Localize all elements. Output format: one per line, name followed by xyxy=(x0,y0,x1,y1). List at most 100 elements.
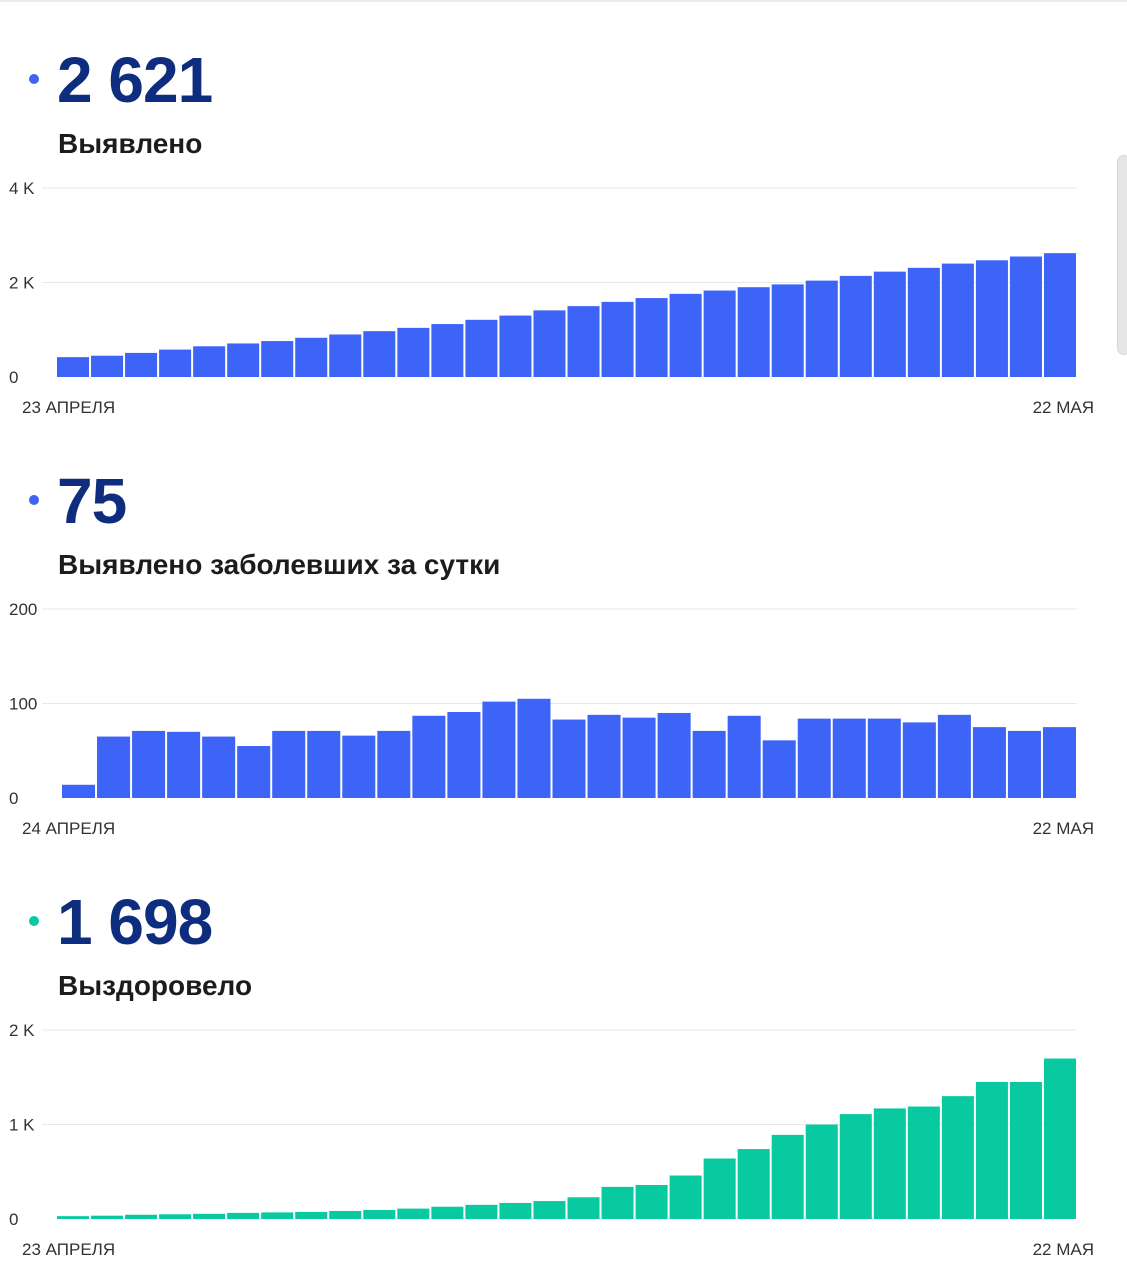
bar[interactable] xyxy=(97,736,131,798)
bar[interactable] xyxy=(657,712,691,798)
bar[interactable] xyxy=(465,1204,498,1219)
bar[interactable] xyxy=(1007,730,1041,798)
bar[interactable] xyxy=(412,715,446,798)
bar[interactable] xyxy=(669,293,702,377)
bar[interactable] xyxy=(159,1214,192,1219)
bar[interactable] xyxy=(397,327,430,377)
bar[interactable] xyxy=(237,746,271,798)
bar[interactable] xyxy=(552,719,586,798)
bar[interactable] xyxy=(737,287,770,377)
panel-recovered: 1 698 Выздоровело 0 1 K 2 K 23 АПРЕЛЯ 22 МАЯ xyxy=(0,842,1127,1262)
headline-label: Выявлено xyxy=(58,128,203,159)
bar[interactable] xyxy=(132,730,166,798)
bar[interactable] xyxy=(867,718,901,798)
headline-label: Выздоровело xyxy=(58,970,253,1001)
headline-label: Выявлено заболевших за сутки xyxy=(58,549,501,580)
bar[interactable] xyxy=(363,1210,396,1219)
bar[interactable] xyxy=(465,319,498,377)
bar[interactable] xyxy=(902,722,936,798)
bar[interactable] xyxy=(91,1215,124,1219)
bar[interactable] xyxy=(295,337,328,377)
bar[interactable] xyxy=(125,352,158,377)
bar[interactable] xyxy=(567,306,600,377)
bar[interactable] xyxy=(62,784,96,798)
bar[interactable] xyxy=(227,1212,260,1219)
y-tick-label: 100 xyxy=(9,695,37,714)
bar[interactable] xyxy=(342,735,376,798)
scrollbar-thumb[interactable] xyxy=(1117,155,1127,355)
series-dot xyxy=(29,495,39,505)
bar[interactable] xyxy=(202,736,236,798)
x-start-label: 23 АПРЕЛЯ xyxy=(22,398,115,417)
bar[interactable] xyxy=(329,1210,362,1219)
bar[interactable] xyxy=(727,715,761,798)
bar[interactable] xyxy=(839,275,872,377)
bar[interactable] xyxy=(363,331,396,377)
bar[interactable] xyxy=(517,698,551,798)
bar[interactable] xyxy=(907,267,940,377)
bar[interactable] xyxy=(125,1214,158,1219)
bar[interactable] xyxy=(797,718,831,798)
bar[interactable] xyxy=(329,334,362,377)
bar[interactable] xyxy=(1043,253,1076,377)
y-tick-label: 0 xyxy=(9,368,18,387)
bar[interactable] xyxy=(272,730,306,798)
bar[interactable] xyxy=(601,1186,634,1219)
panel-detected-daily: 75 Выявлено заболевших за сутки 0 100 200 2… xyxy=(0,421,1127,841)
bar[interactable] xyxy=(193,1213,226,1219)
bar[interactable] xyxy=(533,310,566,377)
bar[interactable] xyxy=(972,727,1006,798)
bar[interactable] xyxy=(622,717,656,798)
bar[interactable] xyxy=(159,349,192,377)
bar[interactable] xyxy=(91,355,124,377)
bar[interactable] xyxy=(635,298,668,377)
bar[interactable] xyxy=(692,730,726,798)
bar[interactable] xyxy=(397,1208,430,1219)
bar[interactable] xyxy=(937,714,971,798)
bar[interactable] xyxy=(431,324,464,377)
bar[interactable] xyxy=(635,1184,668,1219)
bar[interactable] xyxy=(762,740,796,798)
bar[interactable] xyxy=(227,343,260,377)
bar[interactable] xyxy=(975,1081,1008,1219)
bar[interactable] xyxy=(307,730,341,798)
panel-detected-total: 2 621 Выявлено 0 2 K 4 K 23 АПРЕЛЯ 22 МАЯ xyxy=(0,0,1127,420)
bar[interactable] xyxy=(482,701,516,798)
bar[interactable] xyxy=(57,1216,90,1219)
bar[interactable] xyxy=(431,1206,464,1219)
bar[interactable] xyxy=(447,712,481,798)
bar[interactable] xyxy=(567,1197,600,1219)
bar[interactable] xyxy=(805,1124,838,1220)
bar[interactable] xyxy=(805,280,838,377)
bar[interactable] xyxy=(1042,727,1076,798)
bar[interactable] xyxy=(873,1108,906,1219)
bar[interactable] xyxy=(167,731,201,798)
bar[interactable] xyxy=(601,301,634,377)
bar[interactable] xyxy=(873,271,906,377)
bar[interactable] xyxy=(1043,1058,1076,1219)
bar[interactable] xyxy=(832,718,866,798)
bar[interactable] xyxy=(533,1201,566,1219)
bar[interactable] xyxy=(941,1096,974,1219)
bar[interactable] xyxy=(1009,256,1042,377)
bar[interactable] xyxy=(295,1211,328,1219)
bar[interactable] xyxy=(737,1149,770,1219)
bar[interactable] xyxy=(669,1175,702,1219)
bar[interactable] xyxy=(703,290,736,377)
bar[interactable] xyxy=(703,1158,736,1219)
bar[interactable] xyxy=(1009,1081,1042,1219)
bar[interactable] xyxy=(261,1212,294,1219)
bar[interactable] xyxy=(771,1134,804,1219)
bar[interactable] xyxy=(261,341,294,377)
bar[interactable] xyxy=(499,315,532,377)
bar[interactable] xyxy=(587,714,621,798)
bar[interactable] xyxy=(839,1114,872,1219)
bar[interactable] xyxy=(377,730,411,798)
bar[interactable] xyxy=(907,1106,940,1219)
bar[interactable] xyxy=(193,346,226,377)
bar[interactable] xyxy=(941,263,974,377)
bar[interactable] xyxy=(771,284,804,377)
bar[interactable] xyxy=(499,1202,532,1219)
bar[interactable] xyxy=(975,260,1008,377)
bar[interactable] xyxy=(57,357,90,377)
